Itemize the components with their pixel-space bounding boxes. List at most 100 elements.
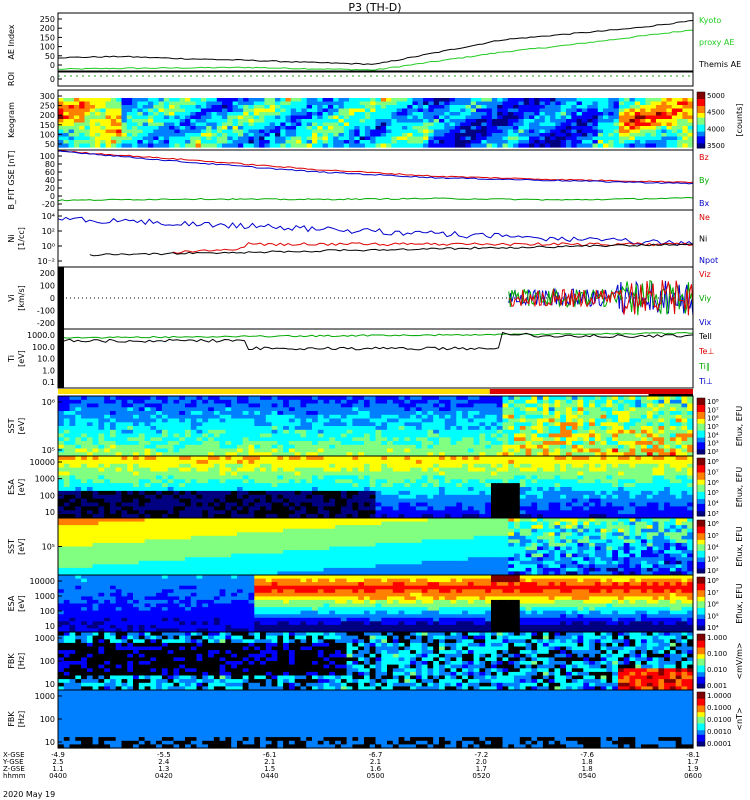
keogram-cell: [280, 112, 287, 117]
keogram-cell: [243, 101, 250, 106]
esa-electron-cell: [231, 459, 238, 465]
sst-electron-cell: [554, 396, 561, 401]
sst-electron-cell: [421, 426, 429, 431]
keogram-colorbar-tick: 5000: [707, 92, 725, 100]
keogram-cell: [142, 101, 149, 106]
sst-electron-cell: [577, 429, 584, 435]
sst-electron-cell: [479, 444, 486, 450]
keogram-cell: [656, 119, 662, 124]
keogram-cell: [370, 136, 377, 141]
esa-electron-cell: [387, 506, 394, 511]
keogram-cell: [671, 122, 678, 127]
sst-electron-cell: [329, 433, 336, 438]
keogram-cell: [629, 105, 636, 110]
keogram-cell: [121, 115, 128, 120]
keogram-cell: [84, 136, 91, 141]
esa-electron-cell: [179, 479, 186, 484]
keogram-cell: [275, 133, 281, 138]
esa-electron-cell: [242, 498, 250, 504]
sst-electron-cell: [121, 437, 128, 442]
keogram-cell: [327, 112, 334, 117]
sst-electron-cell: [381, 422, 388, 427]
bfield-series-by: [57, 196, 694, 202]
esa-electron-cell: [92, 471, 99, 476]
sst-electron-cell: [335, 403, 342, 408]
esa-electron-cell: [63, 498, 71, 504]
sst-electron-cell: [496, 403, 504, 408]
esa-electron-cell: [462, 490, 469, 496]
esa-electron-cell: [317, 514, 325, 519]
sst-electron-cell: [502, 429, 509, 435]
esa-electron-cell: [369, 463, 377, 469]
keogram-cell: [264, 98, 271, 103]
esa-electron-cell: [300, 479, 307, 484]
esa-electron-cell: [237, 483, 244, 488]
keogram-cell: [317, 119, 324, 124]
esa-electron-cell: [144, 514, 151, 519]
sst-electron-cell: [433, 426, 440, 431]
esa-electron-cell: [421, 467, 429, 473]
sst-electron-cell: [577, 403, 584, 408]
sst-electron-cell: [329, 429, 336, 435]
keogram-cell: [163, 122, 170, 127]
esa-electron-cell: [427, 502, 434, 507]
esa-electron-cell: [387, 456, 394, 461]
sst-electron-cell: [167, 418, 175, 423]
keogram-cell: [650, 126, 657, 131]
keogram-cell: [105, 115, 112, 120]
sst-electron-cell: [179, 426, 186, 431]
keogram-colorbar-cell: [697, 134, 705, 137]
esa-electron-cell: [121, 514, 128, 519]
sst-electron-cell: [260, 414, 267, 420]
keogram-cell: [169, 105, 175, 110]
keogram-cell: [222, 122, 228, 127]
keogram-cell: [285, 115, 292, 120]
sst-electron-cell: [519, 444, 527, 450]
esa-electron-cell: [329, 483, 336, 488]
sst-electron-cell: [277, 418, 284, 423]
keogram-cell: [375, 122, 382, 127]
sst-electron-cell: [542, 437, 550, 442]
keogram-cell: [555, 122, 562, 127]
sst-electron-cell: [600, 437, 607, 442]
esa-electron-cell: [265, 498, 273, 504]
esa-electron-cell: [265, 463, 273, 469]
keogram-cell: [301, 112, 308, 117]
esa-electron-cell: [115, 514, 123, 519]
keogram-cell: [375, 101, 382, 106]
keogram-cell: [454, 98, 461, 103]
esa-electron-cell: [485, 479, 492, 484]
sst-electron-cell: [63, 411, 71, 416]
keogram-cell: [634, 108, 641, 113]
keogram-cell: [518, 101, 525, 106]
esa-electron-cell: [288, 467, 296, 473]
keogram-cell: [386, 133, 392, 138]
sst-electron-cell: [104, 426, 111, 431]
sst-electron-cell: [381, 437, 388, 442]
sst-electron-cell: [450, 422, 457, 427]
keogram-cell: [58, 101, 64, 106]
sst-electron-cell: [219, 452, 226, 457]
esa-electron-cell: [277, 487, 284, 492]
sst-electron-cell: [219, 403, 226, 408]
sst-electron-cell: [369, 403, 377, 408]
keogram-cell: [359, 136, 366, 141]
sst-electron-cell: [75, 418, 82, 423]
keogram-cell: [687, 136, 694, 141]
keogram-cell: [444, 108, 451, 113]
esa-electron-cell: [381, 510, 388, 515]
esa-electron-cell: [283, 475, 290, 480]
sst-electron-cell: [658, 429, 665, 435]
esa-electron-cell: [219, 494, 226, 500]
keogram-cell: [243, 122, 250, 127]
keogram-cell: [634, 115, 641, 120]
keogram-cell: [613, 108, 620, 113]
keogram-cell: [571, 101, 578, 106]
sst-electron-cell: [525, 399, 532, 405]
keogram-cell: [375, 98, 382, 103]
esa-electron-cell: [398, 498, 405, 504]
keogram-cell: [285, 101, 292, 106]
sst-electron-cell: [537, 407, 544, 412]
sst-electron-cell: [606, 452, 613, 457]
sst-electron-cell: [364, 422, 371, 427]
